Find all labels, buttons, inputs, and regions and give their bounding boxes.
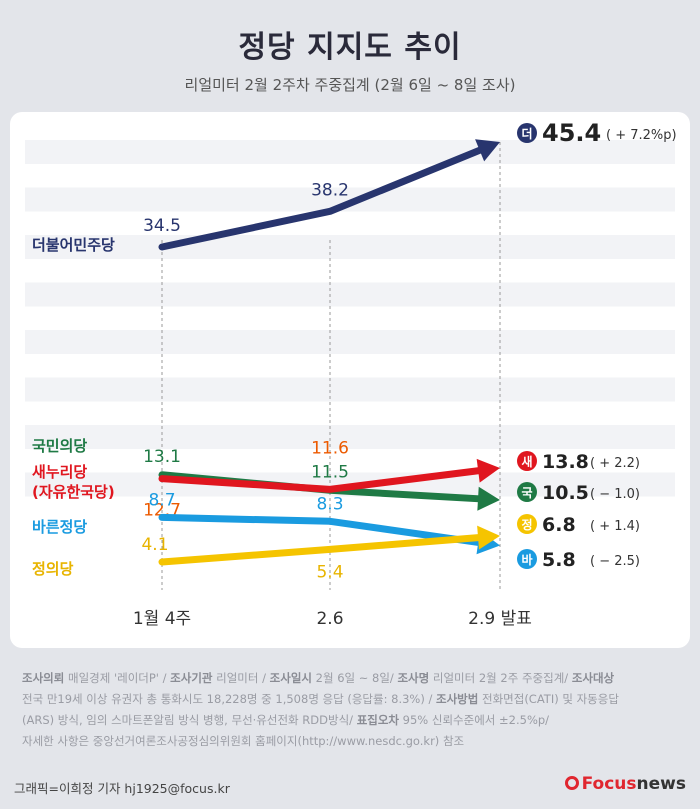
change-label: ( + 2.2)	[590, 456, 640, 471]
end-value-label: 13.8	[542, 451, 589, 473]
page-title: 정당 지지도 추이	[238, 30, 462, 65]
series-name-label: 국민의당	[32, 437, 87, 455]
data-label: 4.1	[141, 535, 168, 555]
series-line	[158, 143, 491, 251]
series-name-label: 바른정당	[32, 518, 87, 536]
data-label: 8.3	[316, 494, 343, 514]
end-value-label: 45.4	[542, 119, 601, 147]
footnote-line-2: 전국 만19세 이상 유권자 총 통화시도 18,228명 중 1,508명 응…	[22, 692, 619, 706]
background-band	[25, 140, 675, 164]
series-name-label: 더불어민주당	[32, 236, 115, 254]
background-band	[25, 235, 675, 259]
change-label: ( + 1.4)	[590, 519, 640, 534]
series-arrow	[477, 525, 500, 550]
page-subtitle: 리얼미터 2월 2주차 주중집계 (2월 6일 ~ 8일 조사)	[184, 76, 516, 94]
footnote-line-1: 조사의뢰 매일경제 '레이더P' / 조사기관 리얼미터 / 조사일시 2월 6…	[22, 671, 615, 685]
series-arrow	[476, 458, 500, 483]
x-tick-label: 2.6	[316, 609, 343, 629]
party-badge	[517, 482, 537, 502]
x-tick-label: 2.9 발표	[468, 609, 532, 629]
data-label: 34.5	[143, 216, 181, 236]
series-arrow	[475, 139, 500, 162]
series-name-label: 새누리당	[32, 463, 87, 481]
series-line	[158, 513, 490, 548]
footnote-line-4: 자세한 사항은 중앙선거여론조사공정심의위원회 홈페이지(http://www.…	[22, 734, 465, 748]
data-label: 5.4	[316, 562, 343, 582]
data-label: 13.1	[143, 447, 181, 467]
graphic-credit: 그래픽=이희정 기자 hj1925@focus.kr	[14, 781, 230, 796]
series-name-label: (자유한국당)	[32, 483, 115, 501]
line-chart: 1월 4주 2.6 2.9 발표 34.5 38.2 더불어민주당 더 45.4 ( + 7.2…	[25, 119, 677, 629]
series-line	[158, 466, 490, 493]
change-label: ( + 7.2%p)	[606, 128, 677, 143]
party-badge	[517, 123, 537, 143]
background-band	[25, 377, 675, 402]
series-arrow	[477, 486, 500, 511]
chart-panel: 1월 4주 2.6 2.9 발표 34.5 38.2 더불어민주당 더 45.4 ( + 7.2…	[10, 112, 690, 648]
change-label: ( − 2.5)	[590, 554, 640, 569]
party-badge-label: 바	[521, 552, 532, 567]
series-line	[158, 533, 490, 566]
party-badge-label: 국	[521, 486, 532, 500]
logo-icon	[564, 776, 579, 790]
party-badge	[517, 451, 537, 471]
data-label: 8.7	[148, 490, 175, 510]
data-label: 11.6	[311, 438, 349, 458]
background-band	[25, 282, 675, 307]
series-name-label: 정의당	[32, 560, 74, 578]
party-badge-label: 정	[521, 517, 532, 532]
data-label: 38.2	[311, 180, 349, 200]
survey-footnote: 조사의뢰 매일경제 '레이더P' / 조사기관 리얼미터 / 조사일시 2월 6…	[22, 668, 682, 752]
footnote-line-3: (ARS) 방식, 임의 스마트폰알림 방식 병행, 무선·유선전화 RDD방식…	[22, 713, 550, 727]
party-badge-label: 새	[521, 454, 532, 469]
background-band	[25, 425, 675, 449]
end-value-label: 6.8	[542, 514, 576, 536]
data-label: 11.5	[311, 462, 349, 482]
change-label: ( − 1.0)	[590, 487, 640, 502]
x-tick-label: 1월 4주	[133, 609, 191, 629]
end-value-label: 10.5	[542, 482, 589, 504]
party-badge-label: 더	[521, 126, 532, 141]
end-value-label: 5.8	[542, 549, 576, 571]
focusnews-logo: Focusnews	[564, 774, 686, 794]
background-band	[25, 330, 675, 354]
party-badge	[517, 514, 537, 534]
party-badge	[517, 549, 537, 569]
